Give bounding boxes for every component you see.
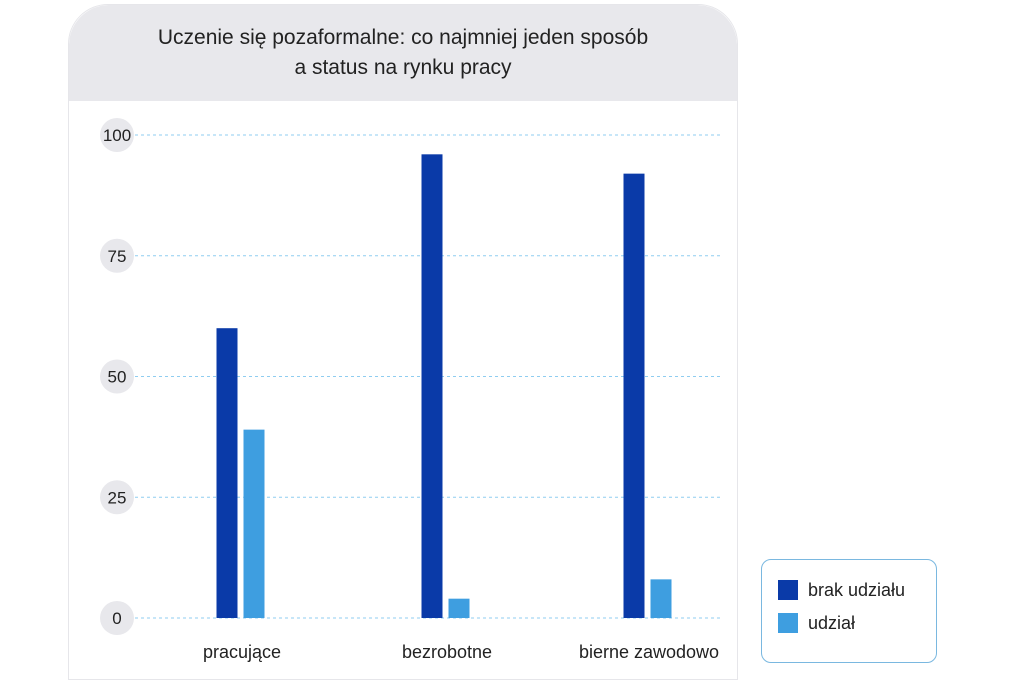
chart-legend: brak udziału udział (761, 559, 937, 663)
y-tick-label-50: 50 (108, 368, 127, 387)
bar-udzial-2 (650, 579, 672, 618)
y-tick-label-0: 0 (112, 609, 121, 628)
legend-item-udzial: udział (778, 613, 936, 633)
x-tick-label-2: bierne zawodowo (579, 642, 719, 662)
chart-title: Uczenie się pozaformalne: co najmniej je… (69, 5, 737, 101)
bar-brak-udzialu-2 (623, 173, 645, 618)
y-tick-badge-100 (100, 118, 134, 152)
bar-udzial-1 (448, 598, 470, 618)
y-tick-label-75: 75 (108, 247, 127, 266)
legend-label-udzial: udział (808, 612, 856, 633)
y-tick-label-25: 25 (108, 488, 127, 507)
x-tick-label-1: bezrobotne (402, 642, 492, 662)
y-tick-badge-50 (100, 359, 134, 394)
bar-brak-udzialu-1 (421, 154, 443, 618)
chart-title-line-1: Uczenie się pozaformalne: co najmniej je… (157, 26, 649, 49)
legend-swatch-brak-udzialu (778, 580, 798, 600)
y-tick-badge-25 (100, 480, 134, 515)
y-tick-badge-0 (100, 601, 134, 635)
legend-label-brak-udzialu: brak udziału (808, 579, 906, 600)
legend-swatch-udzial (778, 613, 798, 633)
x-tick-label-0: pracujące (203, 642, 281, 662)
bar-udzial-0 (243, 429, 265, 618)
legend-item-brak-udzialu: brak udziału (778, 580, 936, 600)
bar-brak-udzialu-0 (216, 328, 238, 618)
y-tick-badge-75 (100, 238, 134, 273)
y-tick-label-100: 100 (103, 126, 131, 145)
chart-title-line-2: a status na rynku pracy (294, 56, 512, 79)
